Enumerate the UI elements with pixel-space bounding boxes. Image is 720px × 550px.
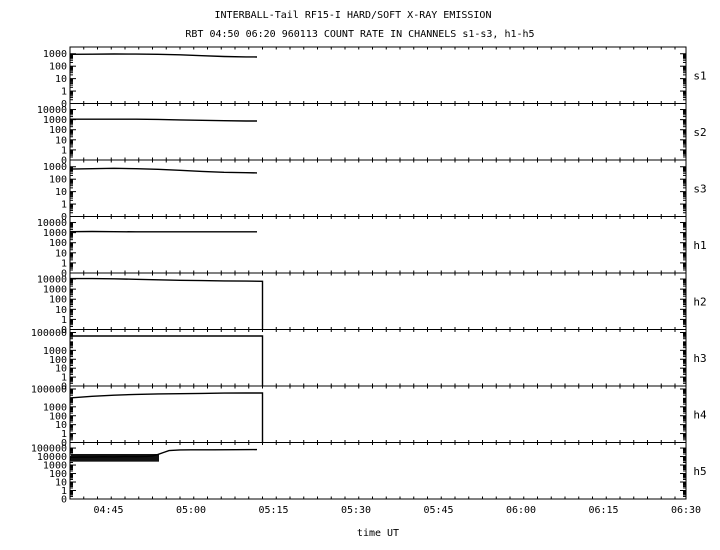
y-tick-label: 0 bbox=[61, 99, 67, 110]
series-line-s1 bbox=[69, 53, 258, 58]
y-tick-label: 1000 bbox=[43, 49, 67, 60]
y-tick-label: 1 bbox=[61, 87, 67, 98]
panel-frame bbox=[69, 442, 687, 500]
y-tick-label: 10000 bbox=[37, 275, 67, 286]
chart-subtitle: RBT 04:50 06:20 960113 COUNT RATE IN CHA… bbox=[185, 29, 534, 40]
panel-label-s1: s1 bbox=[693, 69, 706, 82]
y-tick-label: 0 bbox=[61, 438, 67, 449]
x-axis-label: time UT bbox=[357, 528, 399, 539]
x-tick-label: 05:30 bbox=[341, 505, 371, 516]
series-line-s2 bbox=[70, 118, 257, 122]
x-tick-label: 06:00 bbox=[506, 505, 536, 516]
y-tick-label: 1 bbox=[61, 200, 67, 211]
chart-title: INTERBALL-Tail RF15-I HARD/SOFT X-RAY EM… bbox=[215, 10, 492, 21]
y-tick-label: 0 bbox=[61, 212, 67, 223]
series-noise-band bbox=[71, 453, 159, 462]
y-tick-label: 100 bbox=[49, 125, 67, 136]
y-tick-label: 10000 bbox=[37, 218, 67, 229]
x-tick-label: 05:15 bbox=[258, 505, 288, 516]
y-tick-label: 0 bbox=[61, 495, 67, 506]
y-tick-label: 10 bbox=[55, 74, 67, 85]
y-tick-label: 10 bbox=[55, 135, 67, 146]
series-line-s3 bbox=[69, 167, 258, 174]
panel-frame bbox=[69, 216, 687, 274]
y-tick-label: 10 bbox=[55, 478, 67, 489]
y-tick-label: 10 bbox=[55, 305, 67, 316]
y-tick-label: 10000 bbox=[37, 105, 67, 116]
x-tick-label: 05:45 bbox=[423, 505, 453, 516]
panel-label-h5: h5 bbox=[693, 465, 706, 478]
y-tick-label: 0 bbox=[61, 269, 67, 280]
y-tick-label: 100 bbox=[49, 411, 67, 422]
y-tick-label: 0 bbox=[61, 382, 67, 393]
y-tick-label: 1000 bbox=[43, 285, 67, 296]
panel-frame bbox=[69, 46, 687, 104]
y-tick-label: 100 bbox=[49, 238, 67, 249]
panel-label-h4: h4 bbox=[693, 408, 707, 421]
y-tick-label: 10 bbox=[55, 187, 67, 198]
x-tick-label: 04:45 bbox=[93, 505, 123, 516]
panel-label-s2: s2 bbox=[693, 126, 706, 139]
y-tick-label: 1 bbox=[61, 258, 67, 269]
y-tick-label: 100 bbox=[49, 295, 67, 306]
y-tick-label: 10 bbox=[55, 420, 67, 431]
panel-label-h1: h1 bbox=[693, 239, 706, 252]
y-tick-label: 1000 bbox=[43, 162, 67, 173]
series-line-h2 bbox=[70, 277, 264, 330]
y-tick-label: 100000 bbox=[31, 444, 67, 455]
y-tick-label: 1 bbox=[61, 145, 67, 156]
y-tick-label: 100000 bbox=[31, 385, 67, 396]
y-tick-label: 100 bbox=[49, 175, 67, 186]
panel-label-h2: h2 bbox=[693, 295, 706, 308]
y-tick-label: 1 bbox=[61, 315, 67, 326]
y-tick-label: 0 bbox=[61, 156, 67, 167]
y-tick-label: 1 bbox=[61, 429, 67, 440]
y-tick-label: 0 bbox=[61, 325, 67, 336]
panel-frame bbox=[69, 159, 687, 217]
y-tick-label: 100 bbox=[49, 469, 67, 480]
series-line-h3 bbox=[70, 335, 264, 386]
x-axis: 04:45 05:00 05:15 05:30 05:45 06:00 06:15 06:30 bbox=[93, 505, 701, 516]
y-tick-label: 1000 bbox=[43, 228, 67, 239]
y-tick-label: 1 bbox=[61, 486, 67, 497]
x-tick-label: 06:15 bbox=[588, 505, 618, 516]
y-tick-label: 1000 bbox=[43, 402, 67, 413]
y-tick-label: 100 bbox=[49, 62, 67, 73]
x-tick-label: 06:30 bbox=[671, 505, 701, 516]
series-line-h4 bbox=[69, 392, 264, 443]
y-tick-label: 100000 bbox=[31, 328, 67, 339]
y-tick-label: 1 bbox=[61, 373, 67, 384]
panel-frame bbox=[69, 272, 687, 330]
y-tick-label: 1000 bbox=[43, 346, 67, 357]
y-tick-label: 10000 bbox=[37, 452, 67, 463]
panel-label-h3: h3 bbox=[693, 352, 706, 365]
y-tick-label: 1000 bbox=[43, 115, 67, 126]
x-tick-label: 05:00 bbox=[176, 505, 206, 516]
panel-label-s3: s3 bbox=[693, 182, 706, 195]
series-line-h5 bbox=[69, 448, 258, 459]
y-tick-label: 100 bbox=[49, 355, 67, 366]
panel-frame bbox=[69, 329, 687, 387]
y-tick-label: 1000 bbox=[43, 461, 67, 472]
y-tick-label: 10 bbox=[55, 364, 67, 375]
panel-frame bbox=[69, 103, 687, 161]
y-tick-label: 10 bbox=[55, 248, 67, 259]
panels: 01101001000s10110100100010000s2011010010… bbox=[31, 46, 707, 506]
